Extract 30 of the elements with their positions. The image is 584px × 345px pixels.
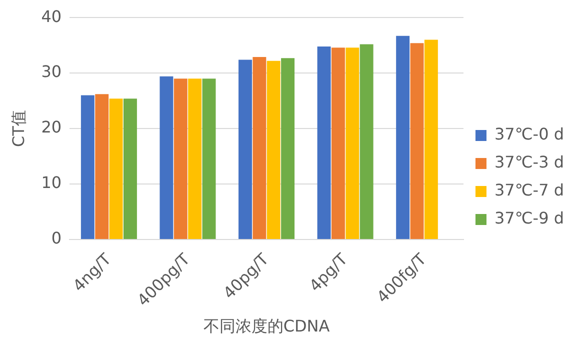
y-tick-label: 30 — [41, 62, 62, 82]
bar — [281, 58, 295, 240]
legend-label: 37℃-7 d — [494, 180, 564, 200]
bar — [360, 44, 374, 240]
bar — [396, 36, 410, 240]
legend-label: 37℃-3 d — [494, 152, 564, 172]
bar — [331, 48, 345, 240]
bar — [238, 60, 252, 240]
bar — [174, 78, 188, 240]
bar — [202, 78, 216, 240]
bar — [317, 46, 331, 240]
bar — [424, 40, 438, 240]
legend-label: 37℃-9 d — [494, 208, 564, 228]
y-tick-label: 10 — [41, 173, 62, 192]
bar — [95, 94, 109, 240]
bar — [109, 98, 123, 240]
bar — [266, 60, 280, 240]
y-tick-label: 0 — [51, 228, 62, 248]
y-axis-title: CT值 — [8, 110, 28, 148]
x-axis-title: 不同浓度的CDNA — [203, 316, 330, 336]
bar — [188, 78, 202, 240]
bar — [160, 76, 174, 240]
bar — [252, 56, 266, 240]
bar — [410, 43, 424, 240]
y-tick-label: 20 — [41, 118, 62, 137]
y-tick-label: 40 — [41, 6, 62, 26]
bar — [80, 95, 94, 240]
bar — [346, 48, 360, 240]
legend-label: 37℃-0 d — [494, 124, 564, 144]
bar — [123, 98, 137, 240]
